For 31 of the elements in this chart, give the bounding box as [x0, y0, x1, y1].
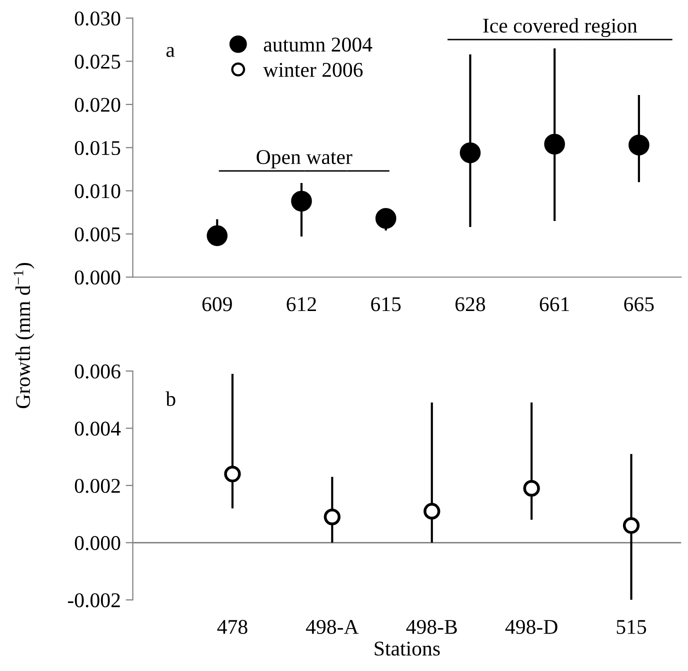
- x-tick-label: 665: [624, 297, 654, 312]
- x-axis-title: Stations: [374, 642, 440, 656]
- y-tick-label: 0.025: [74, 54, 120, 69]
- annotation: Open water: [256, 150, 352, 168]
- x-tick-label: 515: [616, 620, 646, 634]
- x-tick-label: 612: [286, 297, 316, 312]
- x-tick-label: 498-B: [406, 620, 457, 634]
- x-tick-label: 498-A: [306, 620, 359, 634]
- y-tick-label: 0.010: [74, 184, 120, 198]
- y-tick-label: 0.005: [74, 227, 120, 242]
- x-tick-label: 628: [455, 297, 486, 312]
- text: b: [166, 391, 176, 406]
- x-tick-label: 498-D: [505, 620, 558, 634]
- y-tick-label: -0.002: [68, 593, 120, 608]
- legend-label: autumn 2004: [264, 38, 372, 52]
- annotation: Ice covered region: [483, 18, 638, 38]
- y-tick-label: 0.006: [74, 364, 120, 379]
- x-tick-label: 661: [540, 297, 569, 312]
- y-tick-label: 0.004: [74, 422, 121, 436]
- y-tick-label: 0.000: [74, 270, 120, 285]
- y-tick-label: 0.020: [74, 98, 120, 112]
- y-tick-label: 0.002: [74, 478, 120, 493]
- y-axis-title: Growth (mm d$^{−1}$): [14, 263, 34, 408]
- x-tick-label: 615: [371, 297, 401, 312]
- y-tick-label: 0.000: [74, 536, 120, 550]
- legend-label: winter 2006: [263, 62, 363, 77]
- text: a: [166, 47, 175, 58]
- y-tick-label: 0.015: [74, 140, 120, 156]
- y-tick-label: 0.030: [74, 11, 120, 26]
- x-tick-label: 609: [202, 297, 232, 312]
- x-tick-label: 478: [217, 620, 248, 634]
